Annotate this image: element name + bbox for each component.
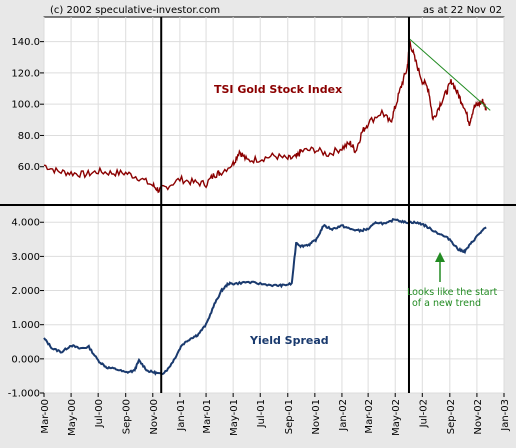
date-note: as at 22 Nov 02 — [423, 5, 502, 16]
gold-y-tick-label: 100.0 — [11, 100, 40, 111]
x-tick-label: Mar-01 — [202, 399, 213, 434]
yield-y-tick-label: 0.000 — [11, 354, 40, 365]
x-tick-label: Nov-01 — [311, 399, 322, 435]
x-tick-label: Jul-02 — [418, 399, 429, 428]
copyright-text: (c) 2002 speculative-investor.com — [50, 5, 220, 16]
x-tick-label: Nov-02 — [473, 399, 484, 435]
x-tick-label: Jul-01 — [256, 399, 267, 428]
x-tick-label: Sep-01 — [284, 399, 295, 434]
yield-y-tick-label: 2.000 — [11, 286, 40, 297]
axis-layer: Mar-00 May-00 Jul-00 Sep-00 Nov-00 Jan-01 Mar-… — [0, 17, 516, 436]
x-tick-label: Jul-00 — [94, 399, 105, 428]
series-layer — [43, 38, 491, 376]
gold-index-label: TSI Gold Stock Index — [214, 83, 342, 96]
gold-y-tick-label: 140.0 — [11, 37, 40, 48]
annotation-arrow — [435, 252, 445, 282]
x-tick-label: May-02 — [391, 399, 402, 436]
gold-trendline — [408, 38, 491, 111]
yield-y-tick-label: 1.000 — [11, 320, 40, 331]
x-tick-label: Mar-02 — [364, 399, 375, 434]
yield-spread-label: Yield Spread — [249, 334, 329, 347]
yield-y-tick-label: -1.000 — [8, 389, 40, 400]
x-tick-label: Mar-00 — [40, 399, 51, 434]
x-tick-label: Jan-02 — [338, 399, 349, 432]
annotation-line-2: of a new trend — [412, 298, 481, 309]
x-tick-label: May-00 — [67, 399, 78, 436]
annotation-line-1: Looks like the start — [407, 287, 498, 298]
x-tick-label: Nov-00 — [149, 399, 160, 435]
gold-y-tick-label: 120.0 — [11, 68, 40, 79]
yield-y-tick-label: 4.000 — [11, 218, 40, 229]
gold-y-tick-label: 80.0 — [18, 131, 40, 142]
x-tick-label: Jan-03 — [500, 399, 511, 432]
gold-y-tick-label: 60.0 — [18, 162, 40, 173]
yield-spread-line — [43, 218, 487, 376]
x-tick-label: Sep-00 — [122, 399, 133, 434]
x-tick-label: Jan-01 — [176, 399, 187, 432]
x-tick-label: Sep-02 — [446, 399, 457, 434]
gold-index-line — [43, 40, 487, 194]
x-tick-label: May-01 — [229, 399, 240, 436]
yield-y-tick-label: 3.000 — [11, 252, 40, 263]
